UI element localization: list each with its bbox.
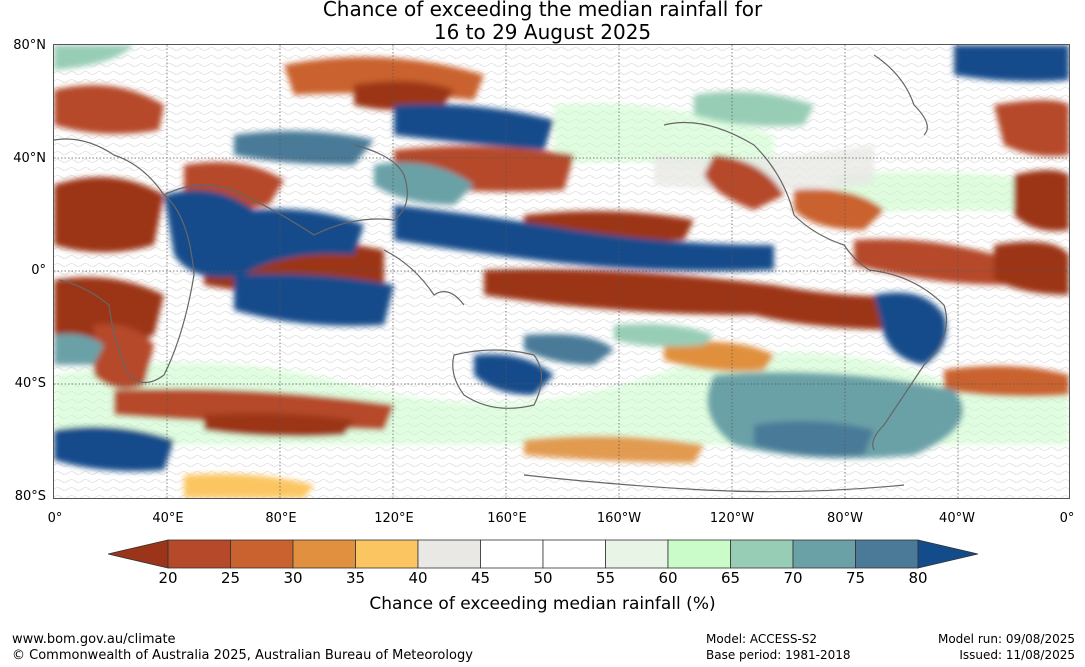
colorbar-tick-60: 60 <box>658 569 678 587</box>
base-period: Base period: 1981-2018 <box>706 648 851 662</box>
colorbar-tick-70: 70 <box>783 569 803 587</box>
colorbar-segment-50-55 <box>542 539 606 569</box>
colorbar-segment-25-30 <box>230 539 294 569</box>
colorbar-segment-20-25 <box>167 539 231 569</box>
lon-label-160e: 160°E <box>487 511 527 526</box>
website-url: www.bom.gov.au/climate <box>12 632 176 647</box>
colorbar-segment-35-40 <box>355 539 419 569</box>
colorbar-tick-50: 50 <box>533 569 553 587</box>
issued-date: Issued: 11/08/2025 <box>959 648 1075 662</box>
colorbar-tick-40: 40 <box>408 569 428 587</box>
colorbar-extend-high <box>917 539 979 569</box>
lat-label-80n: 80°N <box>13 38 46 53</box>
colorbar-segment-55-60 <box>605 539 669 569</box>
colorbar-segment-65-70 <box>730 539 794 569</box>
colorbar-extend-low <box>107 539 169 569</box>
lon-label-160w: 160°W <box>596 511 642 526</box>
lon-label-40w: 40°W <box>939 511 975 526</box>
lon-label-40e: 40°E <box>152 511 184 526</box>
colorbar-tick-80: 80 <box>908 569 928 587</box>
colorbar-tick-35: 35 <box>345 569 366 587</box>
map-title-line1: Chance of exceeding the median rainfall … <box>322 0 763 21</box>
colorbar-tick-65: 65 <box>720 569 741 587</box>
lon-label-80w: 80°W <box>827 511 863 526</box>
lat-label-40n: 40°N <box>13 151 46 166</box>
rainfall-probability-map <box>53 44 1070 499</box>
colorbar-segment-45-50 <box>480 539 544 569</box>
colorbar-title: Chance of exceeding median rainfall (%) <box>369 594 716 614</box>
lat-label-40s: 40°S <box>14 376 46 391</box>
colorbar-segment-75-80 <box>855 539 919 569</box>
colorbar-segment-30-35 <box>292 539 356 569</box>
copyright-notice: © Commonwealth of Australia 2025, Austra… <box>12 648 473 663</box>
colorbar-tick-30: 30 <box>283 569 303 587</box>
colorbar-tick-20: 20 <box>158 569 178 587</box>
colorbar-segment-60-65 <box>667 539 731 569</box>
colorbar-tick-25: 25 <box>220 569 241 587</box>
lon-label-0: 0° <box>47 511 63 526</box>
lon-label-120w: 120°W <box>709 511 755 526</box>
model-name: Model: ACCESS-S2 <box>706 632 818 646</box>
lon-label-120e: 120°E <box>374 511 414 526</box>
lon-label-80e: 80°E <box>265 511 297 526</box>
colorbar-segment-40-45 <box>417 539 481 569</box>
lat-label-80s: 80°S <box>14 489 46 504</box>
colorbar-tick-75: 75 <box>845 569 866 587</box>
colorbar-segment-70-75 <box>792 539 856 569</box>
colorbar <box>107 539 979 569</box>
colorbar-tick-55: 55 <box>595 569 616 587</box>
lat-label-equator: 0° <box>31 263 46 278</box>
colorbar-tick-45: 45 <box>470 569 491 587</box>
model-run-date: Model run: 09/08/2025 <box>937 632 1075 646</box>
map-title-line2: 16 to 29 August 2025 <box>433 20 652 44</box>
lon-label-0-right: 0° <box>1059 511 1075 526</box>
